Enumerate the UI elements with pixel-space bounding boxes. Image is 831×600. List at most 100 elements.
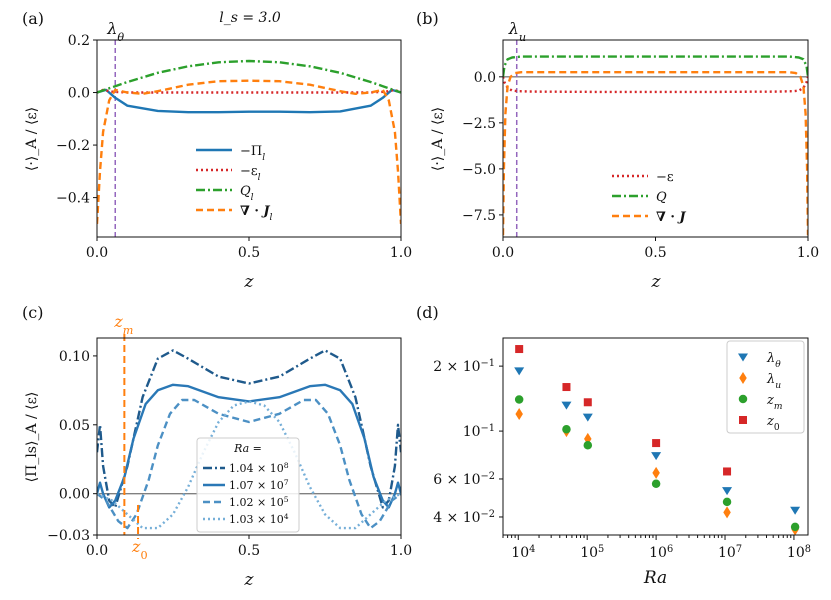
series-line-2 <box>97 59 401 94</box>
series-line-2 <box>97 398 401 530</box>
data-point-zm <box>583 440 593 450</box>
series-line-0 <box>503 76 808 94</box>
x-tick-label: 105 <box>580 544 604 562</box>
series-line-3 <box>97 79 401 224</box>
y-tick-label: 0.0 <box>68 86 90 102</box>
data-point-u <box>652 466 660 479</box>
z-0-label: z0 <box>131 537 148 562</box>
series-line-1 <box>97 383 401 509</box>
series-line-2 <box>503 70 808 236</box>
data-point- <box>514 367 525 376</box>
data-point-zm <box>651 479 661 489</box>
data-point-z0 <box>562 383 571 392</box>
y-axis-label: ⟨Π_ls⟩_A / ⟨ε⟩ <box>24 392 40 483</box>
y-tick-label: −7.5 <box>462 208 496 224</box>
panel-d: 104 105 106 107 108 2 × 10−1 10−1 6 × 10−2 4 × 1… <box>433 337 811 588</box>
x-tick-label: 106 <box>649 544 673 562</box>
x-tick-label: 1.0 <box>390 543 412 559</box>
x-tick-label: 0.0 <box>492 245 514 261</box>
x-axis-label: z <box>244 272 255 292</box>
x-axis-label: Ra <box>643 568 667 588</box>
x-tick-label: 1.0 <box>390 245 412 261</box>
y-tick-label: 0.00 <box>59 487 90 503</box>
panel-a: λθ 0.0 0.5 1.0 0.2 0.0 −0.2 −0.4 z ⟨·⟩_A / ⟨ε⟩ −Πl… <box>24 19 412 292</box>
data-point-z0 <box>583 398 592 407</box>
y-tick-label: 4 × 10−2 <box>433 508 495 526</box>
series-line-0 <box>97 349 401 509</box>
legend-marker <box>739 416 747 424</box>
x-tick-label: 0.0 <box>86 543 108 559</box>
data-point-z0 <box>723 467 732 476</box>
x-tick-label: 0.0 <box>86 245 108 261</box>
data-point-z0 <box>515 345 524 354</box>
panel-label-a: (a) <box>22 9 44 28</box>
panel-c: zm z0 0.0 0.5 1.0 0.10 0.05 0.00 −0.03 z ⟨Π_ls⟩_A … <box>24 312 412 590</box>
data-point- <box>582 413 593 422</box>
plots-layer: λθ 0.0 0.5 1.0 0.2 0.0 −0.2 −0.4 z ⟨·⟩_A / ⟨ε⟩ −Πl… <box>24 19 819 590</box>
data-point-z0 <box>652 439 661 448</box>
legend-label: −Πl <box>240 144 265 163</box>
x-tick-label: 0.5 <box>644 245 666 261</box>
panel-a-title: l_s = 3.0 <box>219 10 281 26</box>
data-point- <box>790 506 801 515</box>
data-point- <box>561 401 572 410</box>
data-point-zm <box>722 497 732 507</box>
lambda-u-label: λu <box>508 19 526 44</box>
y-tick-label: −0.2 <box>56 138 90 154</box>
legend-box <box>726 340 805 434</box>
series-line-3 <box>97 400 401 530</box>
y-tick-label: −0.4 <box>56 191 90 207</box>
legend-label: 1.07 × 107 <box>229 478 289 493</box>
y-tick-label: −5.0 <box>462 162 496 178</box>
panel-label-d: (d) <box>416 303 439 322</box>
z-m-label: zm <box>113 312 133 337</box>
data-point-zm <box>562 424 571 434</box>
y-tick-label: −2.5 <box>462 116 496 132</box>
y-axis-label: ⟨·⟩_A / ⟨ε⟩ <box>24 107 40 171</box>
legend-label: λθ <box>766 351 781 370</box>
lambda-theta-label: λθ <box>106 19 124 44</box>
y-tick-label: 0.0 <box>474 70 496 86</box>
legend-label: Q <box>656 190 667 205</box>
y-tick-label: 0.05 <box>59 418 90 434</box>
legend-label: ∇ · Jl <box>240 204 273 223</box>
legend-label: zm <box>766 393 782 412</box>
legend-label: z0 <box>766 414 780 433</box>
x-tick-label: 0.5 <box>238 245 260 261</box>
data-point-u <box>723 506 731 519</box>
legend-label: ∇ · J <box>656 210 686 225</box>
y-axis-label: ⟨·⟩_A / ⟨ε⟩ <box>430 107 446 171</box>
data-point-zm <box>790 522 800 532</box>
legend-box <box>196 437 300 533</box>
data-point-u <box>515 408 523 421</box>
legend-label: Ql <box>240 184 254 203</box>
y-tick-label: 2 × 10−1 <box>433 358 495 376</box>
series-line-0 <box>97 88 401 114</box>
legend-title: Ra = <box>233 442 262 455</box>
legend-label: 1.03 × 104 <box>229 512 289 527</box>
legend-label: −εl <box>240 164 261 183</box>
plot-frame <box>502 337 809 536</box>
x-tick-label: 107 <box>718 544 742 562</box>
x-tick-label: 108 <box>787 544 811 562</box>
x-axis-label: z <box>244 570 255 590</box>
legend-label: 1.02 × 105 <box>229 495 289 510</box>
legend-marker <box>738 353 748 362</box>
x-tick-label: 104 <box>511 544 535 562</box>
legend-label: 1.04 × 108 <box>229 461 289 476</box>
y-tick-label: 6 × 10−2 <box>433 470 495 488</box>
panel-label-b: (b) <box>416 9 439 28</box>
series-line-1 <box>97 88 401 94</box>
y-tick-label: 10−1 <box>463 423 495 441</box>
data-point- <box>651 452 662 461</box>
panel-label-c: (c) <box>22 303 43 322</box>
x-axis-label: z <box>651 272 662 292</box>
data-point-zm <box>514 395 524 404</box>
y-tick-label: −0.03 <box>47 528 90 544</box>
legend-marker <box>739 372 747 384</box>
series-line-1 <box>503 55 808 77</box>
y-tick-label: 0.10 <box>59 349 90 365</box>
data-point- <box>722 487 733 496</box>
panel-b: λu 0.0 0.5 1.0 0.0 −2.5 −5.0 −7.5 z ⟨·⟩_A / ⟨ε⟩ −ε… <box>430 19 819 292</box>
